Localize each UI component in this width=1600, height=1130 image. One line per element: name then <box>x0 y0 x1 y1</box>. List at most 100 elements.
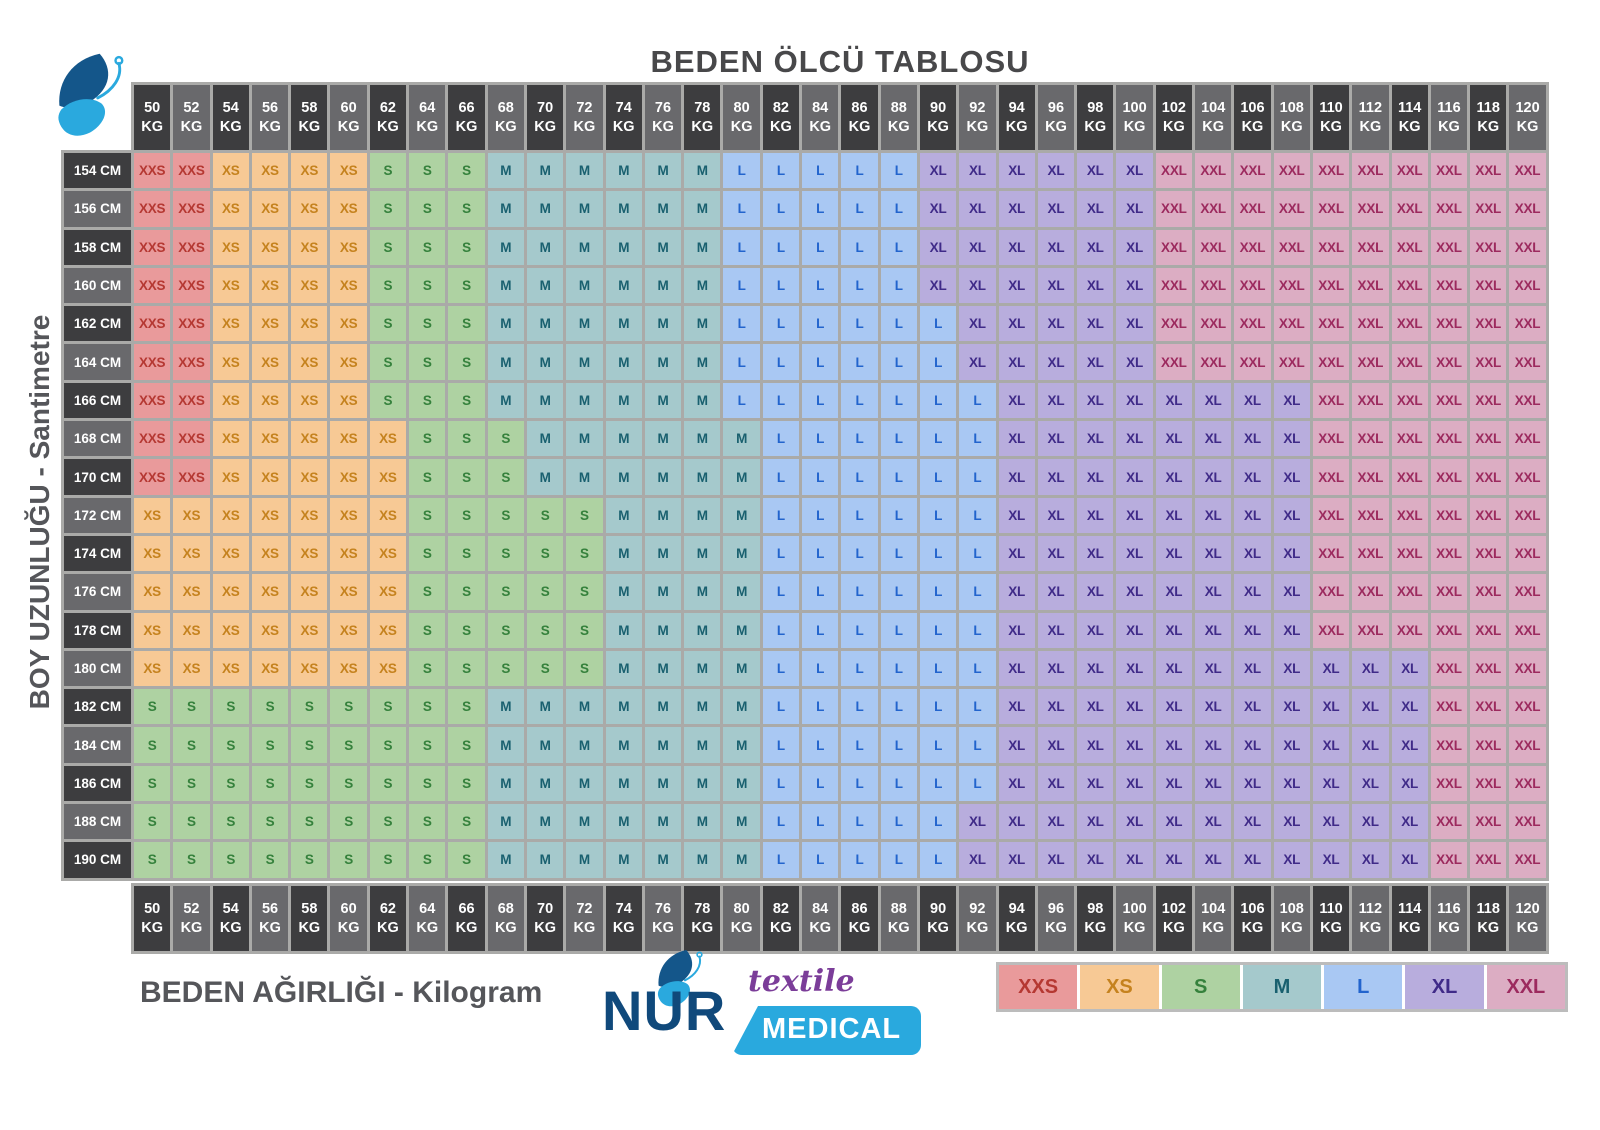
size-cell: S <box>369 804 407 840</box>
size-cell: XL <box>1155 459 1193 495</box>
weight-header-cell: 50 KG <box>134 85 171 150</box>
size-cell: XXL <box>1470 804 1507 840</box>
size-cell: XL <box>1195 765 1232 802</box>
weight-header-cell: 88 KG <box>880 85 917 150</box>
weight-footer-cell: 64 KG <box>409 886 446 951</box>
size-cell: XL <box>1077 650 1114 687</box>
weight-header-cell: 86 KG <box>841 85 878 150</box>
size-cell: XL <box>1391 689 1428 725</box>
size-cell: M <box>644 535 682 572</box>
height-header-cell: 166 CM <box>64 382 131 419</box>
size-cell: S <box>409 497 446 533</box>
size-cell: XL <box>959 804 996 840</box>
size-cell: XXL <box>1391 535 1428 572</box>
size-cell: XL <box>1155 727 1193 763</box>
size-cell: M <box>566 153 603 189</box>
size-cell: M <box>684 267 721 304</box>
size-cell: XS <box>330 612 367 648</box>
legend: XXS XS S M L XL XXL <box>996 962 1568 1012</box>
size-cell: XS <box>291 421 328 457</box>
size-cell: XL <box>998 382 1035 419</box>
size-cell: S <box>291 727 328 763</box>
size-cell: XXL <box>1312 382 1350 419</box>
size-cell: L <box>762 650 800 687</box>
size-cell: XXL <box>1312 153 1350 189</box>
size-cell: S <box>409 689 446 725</box>
size-cell: XL <box>998 267 1035 304</box>
size-cell: S <box>134 727 171 763</box>
size-cell: XS <box>134 574 171 610</box>
size-cell: XXL <box>1273 153 1310 189</box>
size-cell: XL <box>919 191 957 227</box>
size-cell: XL <box>1234 650 1271 687</box>
size-cell: XXS <box>134 306 171 342</box>
size-cell: XXL <box>1509 191 1546 227</box>
size-cell: L <box>762 727 800 763</box>
size-cell: M <box>723 765 760 802</box>
size-cell: XXL <box>1352 229 1389 265</box>
weight-header-cell: 114 KG <box>1391 85 1428 150</box>
size-cell: L <box>919 344 957 380</box>
size-cell: L <box>762 153 800 189</box>
grid-corner <box>64 85 131 150</box>
size-cell: XL <box>1195 650 1232 687</box>
size-cell: XXS <box>134 382 171 419</box>
weight-footer-cell: 50 KG <box>134 886 171 951</box>
size-cell: XS <box>369 574 407 610</box>
size-cell: XS <box>330 267 367 304</box>
height-header-cell: 180 CM <box>64 650 131 687</box>
size-cell: M <box>487 804 524 840</box>
size-cell: XXL <box>1470 153 1507 189</box>
size-cell: S <box>251 765 289 802</box>
size-cell: XXL <box>1391 191 1428 227</box>
size-cell: M <box>684 229 721 265</box>
size-cell: XXL <box>1312 267 1350 304</box>
size-cell: L <box>880 689 917 725</box>
size-cell: XXS <box>173 344 210 380</box>
size-cell: S <box>330 727 367 763</box>
size-cell: XXL <box>1509 689 1546 725</box>
size-cell: XXL <box>1470 765 1507 802</box>
size-cell: M <box>605 765 642 802</box>
size-cell: XS <box>212 153 249 189</box>
size-cell: XXL <box>1312 459 1350 495</box>
size-cell: M <box>605 497 642 533</box>
size-cell: XL <box>1116 344 1153 380</box>
size-cell: L <box>802 804 839 840</box>
size-cell: XL <box>1195 842 1232 878</box>
size-cell: L <box>802 191 839 227</box>
size-grid: 50 KG 52 KG 54 KG 56 KG 58 KG 60 KG 62 KG 64 KG… <box>64 85 1546 878</box>
size-cell: XL <box>998 689 1035 725</box>
size-cell: XL <box>1273 689 1310 725</box>
size-cell: S <box>291 689 328 725</box>
size-cell: L <box>802 306 839 342</box>
size-cell: XL <box>1077 612 1114 648</box>
size-cell: L <box>880 459 917 495</box>
size-cell: L <box>880 497 917 533</box>
height-header-cell: 184 CM <box>64 727 131 763</box>
size-cell: XL <box>1391 650 1428 687</box>
size-cell: L <box>880 191 917 227</box>
size-cell: S <box>330 804 367 840</box>
size-cell: XXL <box>1470 191 1507 227</box>
height-header-cell: 174 CM <box>64 535 131 572</box>
size-cell: XL <box>1234 689 1271 725</box>
size-cell: XXS <box>134 421 171 457</box>
size-cell: M <box>684 804 721 840</box>
weight-footer-cell: 98 KG <box>1077 886 1114 951</box>
size-cell: L <box>762 459 800 495</box>
size-cell: XL <box>1155 689 1193 725</box>
size-cell: L <box>841 382 878 419</box>
size-cell: L <box>802 153 839 189</box>
size-cell: XS <box>291 535 328 572</box>
size-cell: L <box>841 306 878 342</box>
weight-header-cell: 66 KG <box>448 85 485 150</box>
size-cell: XXL <box>1195 306 1232 342</box>
legend-item: XXS <box>999 965 1078 1009</box>
size-cell: M <box>605 574 642 610</box>
size-cell: XXL <box>1509 267 1546 304</box>
size-cell: XL <box>1116 612 1153 648</box>
size-cell: XS <box>173 535 210 572</box>
weight-header-cell: 94 KG <box>998 85 1035 150</box>
size-cell: XS <box>212 306 249 342</box>
